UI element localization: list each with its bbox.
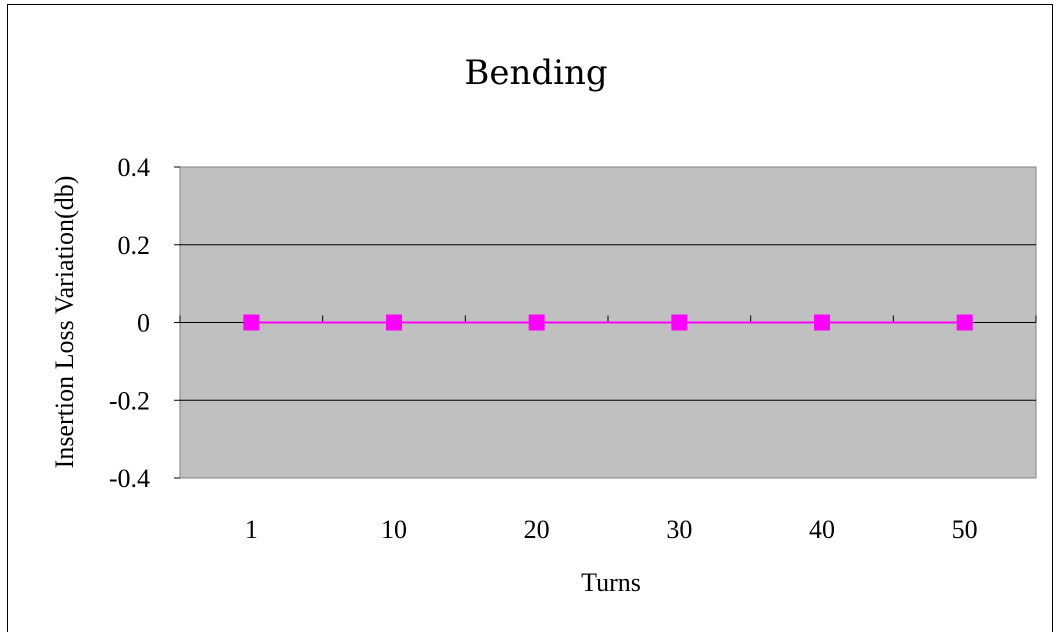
y-tick-label: 0.4 [118,153,151,182]
x-tick-labels: 1 10 20 30 40 50 [245,515,978,544]
data-point [814,314,830,331]
y-tick-label: -0.2 [109,386,150,415]
x-tick-marks [179,315,1037,323]
x-tick-label: 50 [952,515,978,544]
data-point [528,314,545,331]
y-axis-title: Insertion Loss Variation(db) [50,176,79,469]
data-point [243,314,260,331]
y-tick-label: -0.4 [109,464,150,493]
x-tick-label: 1 [245,515,258,544]
data-point [956,314,973,331]
x-tick-label: 30 [666,515,692,544]
series-insertion-loss [243,314,973,331]
x-axis-title: Turns [581,568,641,597]
x-tick-label: 10 [381,515,407,544]
y-tick-labels: 0.4 0.2 0 -0.2 -0.4 [109,153,150,493]
x-tick-label: 40 [809,515,835,544]
y-tick-label: 0.2 [118,231,151,260]
y-tick-label: 0 [137,309,150,338]
x-tick-label: 20 [524,515,550,544]
data-point [386,314,402,331]
data-point [671,314,688,331]
chart-title: Bending [464,53,607,93]
